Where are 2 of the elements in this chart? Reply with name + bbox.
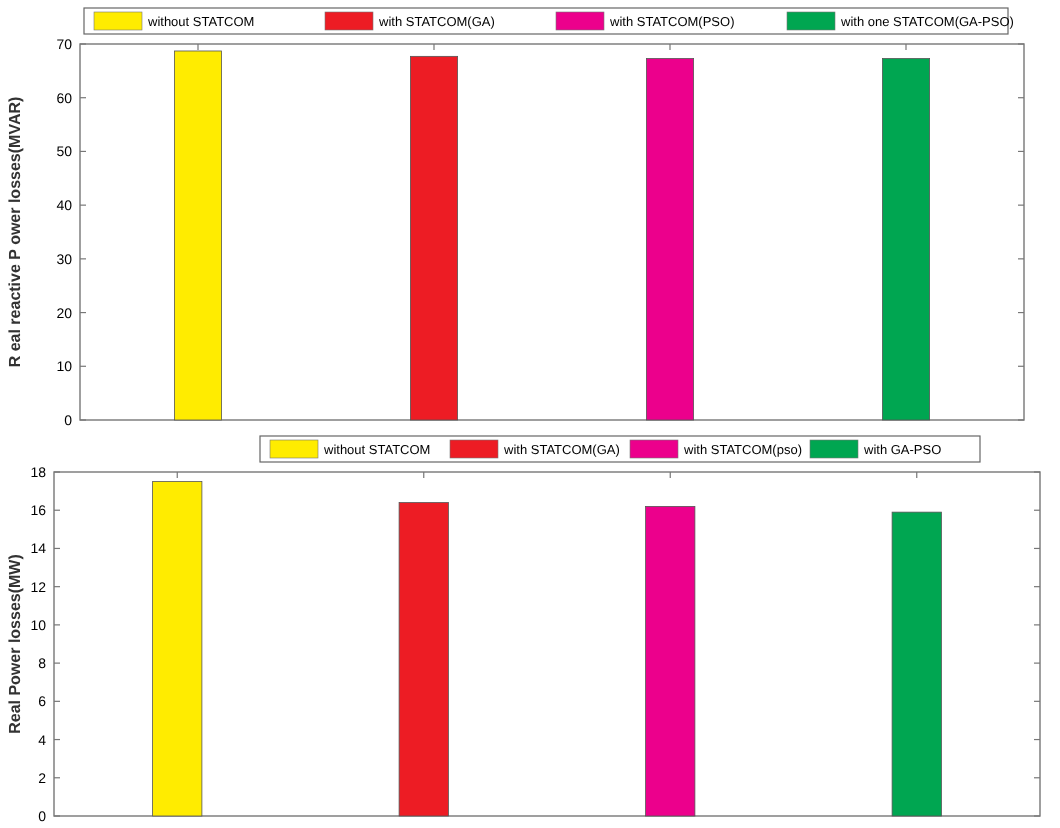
y-axis-title: R eal reactive P ower losses(MVAR) xyxy=(6,96,24,368)
y-axis-title: Real Power losses(MW) xyxy=(6,553,24,734)
